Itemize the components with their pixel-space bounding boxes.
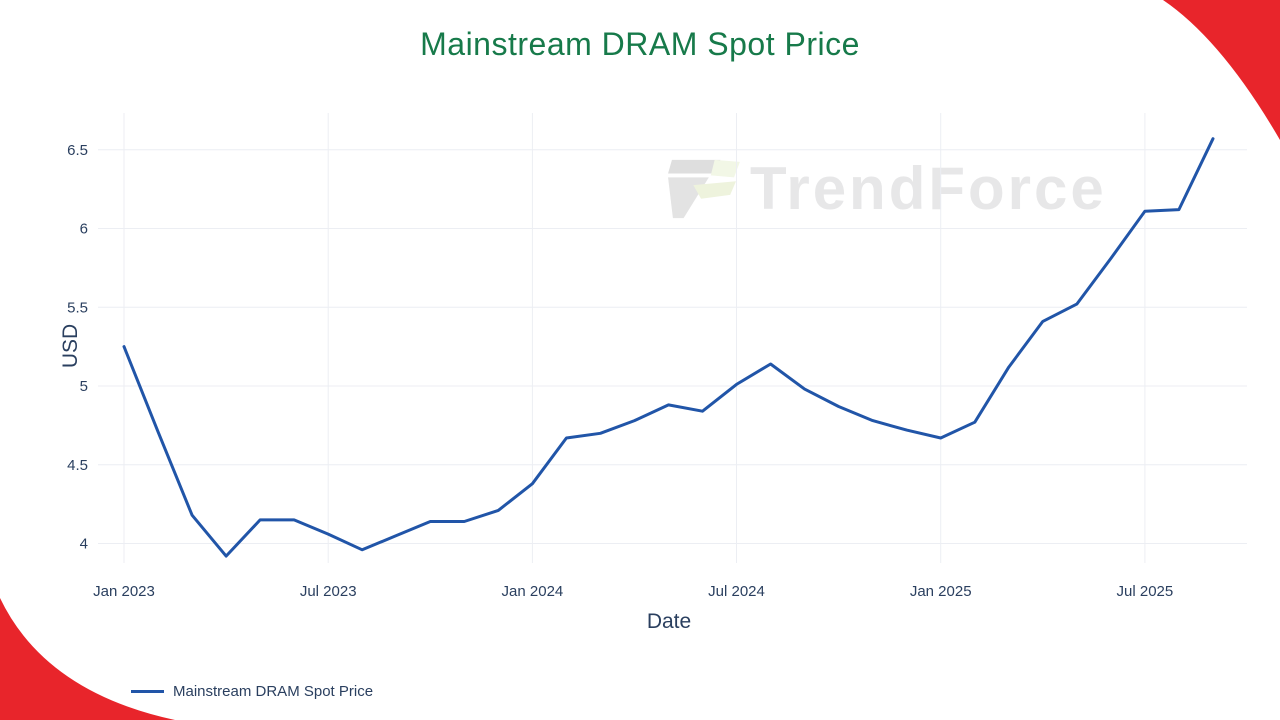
- price-line: [122, 137, 1215, 558]
- x-tick-label: Jul 2025: [1117, 583, 1174, 600]
- x-tick-label: Jan 2024: [502, 583, 564, 600]
- y-tick-label: 4.5: [67, 457, 88, 474]
- x-axis-title: Date: [646, 610, 692, 633]
- legend: Mainstream DRAM Spot Price: [131, 682, 373, 700]
- chart-title: Mainstream DRAM Spot Price: [420, 26, 860, 62]
- y-tick-label: 5.5: [67, 299, 88, 316]
- y-tick-label: 5: [80, 378, 88, 395]
- y-tick-label: 6.5: [67, 142, 88, 159]
- x-tick-label: Jul 2024: [708, 583, 765, 600]
- y-tick-label: 4: [80, 536, 88, 553]
- legend-line-swatch: [131, 689, 164, 693]
- y-axis-title: USD: [59, 323, 82, 369]
- y-tick-label: 6: [80, 221, 88, 238]
- x-tick-label: Jul 2023: [300, 583, 357, 600]
- x-tick-label: Jan 2025: [910, 583, 972, 600]
- legend-label: Mainstream DRAM Spot Price: [173, 682, 374, 700]
- x-tick-label: Jan 2023: [93, 583, 155, 600]
